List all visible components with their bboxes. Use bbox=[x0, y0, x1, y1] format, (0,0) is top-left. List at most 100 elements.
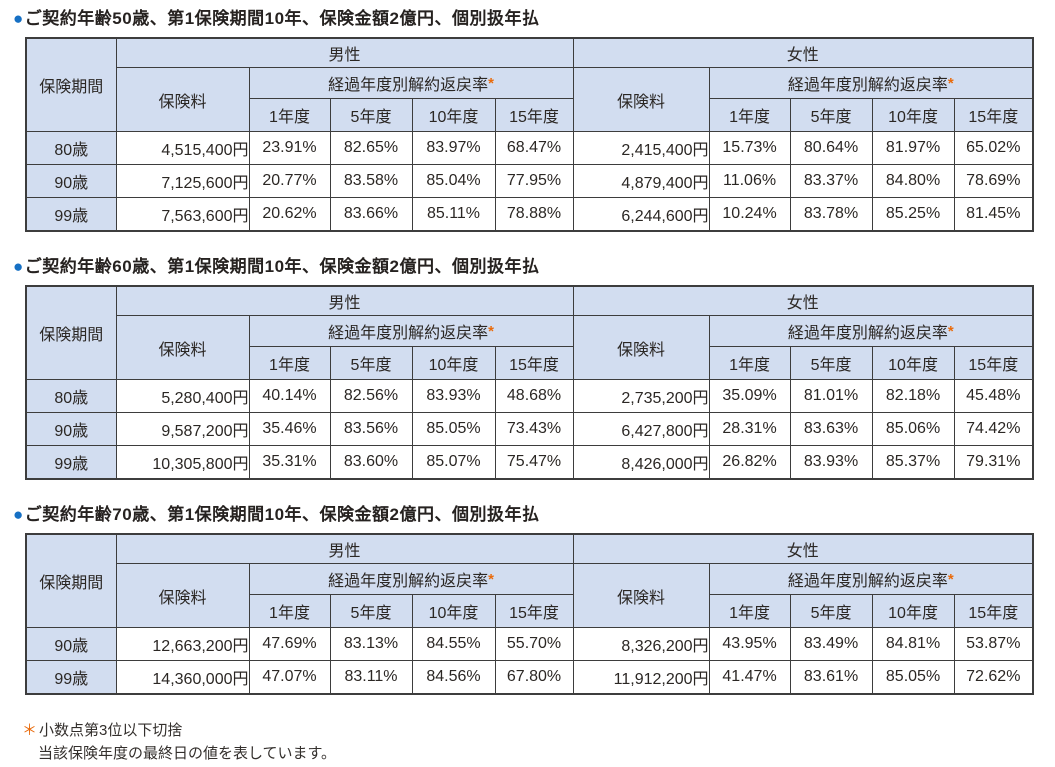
rate-cell-male-1: 83.56% bbox=[329, 412, 413, 446]
surrender-rate-label: 経過年度別解約返戻率 bbox=[787, 573, 948, 590]
year-header-female-10: 10年度 bbox=[871, 594, 955, 628]
rate-cell-female-2: 85.05% bbox=[871, 660, 955, 695]
section-title-text: ご契約年齢70歳、第1保険期間10年、保険金額2億円、個別扱年払 bbox=[24, 505, 540, 524]
bullet-icon: ● bbox=[13, 9, 24, 28]
premium-header-male: 保険料 bbox=[115, 563, 250, 628]
rate-cell-male-1: 83.13% bbox=[329, 627, 413, 661]
premium-header-female: 保険料 bbox=[572, 315, 710, 380]
male-header: 男性 bbox=[115, 533, 574, 564]
year-header-male-5: 5年度 bbox=[329, 594, 413, 628]
bullet-icon: ● bbox=[13, 257, 24, 276]
rate-cell-female-0: 43.95% bbox=[708, 627, 791, 661]
rate-cell-male-2: 83.97% bbox=[411, 131, 496, 165]
period-header: 保険期間 bbox=[25, 285, 117, 380]
rate-cell-male-0: 47.07% bbox=[248, 660, 331, 695]
surrender-rate-header-female: 経過年度別解約返戻率* bbox=[708, 67, 1034, 99]
male-header: 男性 bbox=[115, 37, 574, 68]
surrender-rate-header-male: 経過年度別解約返戻率* bbox=[248, 563, 574, 595]
rate-cell-male-3: 55.70% bbox=[494, 627, 574, 661]
rate-cell-male-2: 85.11% bbox=[411, 197, 496, 232]
rate-cell-male-0: 20.77% bbox=[248, 164, 331, 198]
rate-cell-male-2: 85.07% bbox=[411, 445, 496, 480]
rate-cell-male-2: 84.56% bbox=[411, 660, 496, 695]
rate-cell-female-1: 83.61% bbox=[789, 660, 873, 695]
rate-table-age-50: 保険期間 男性 女性 保険料 経過年度別解約返戻率* 保険料 経過年度別解約返戻… bbox=[25, 37, 1035, 232]
table-row: 80歳 4,515,400円 23.91% 82.65% 83.97% 68.47% 2,4… bbox=[25, 131, 1034, 165]
premium-cell-female: 11,912,200円 bbox=[572, 660, 710, 695]
rate-cell-female-3: 72.62% bbox=[953, 660, 1034, 695]
section-age-50: ● ご契約年齢50歳、第1保険期間10年、保険金額2億円、個別扱年払 保険期間 … bbox=[0, 8, 1055, 232]
rate-cell-female-3: 78.69% bbox=[953, 164, 1034, 198]
section-title: ● ご契約年齢70歳、第1保険期間10年、保険金額2億円、個別扱年払 bbox=[13, 504, 1055, 526]
footnote-text-1: 小数点第3位以下切捨 bbox=[39, 722, 183, 739]
surrender-rate-header-male: 経過年度別解約返戻率* bbox=[248, 315, 574, 347]
premium-cell-male: 12,663,200円 bbox=[115, 627, 250, 661]
rate-cell-male-1: 82.65% bbox=[329, 131, 413, 165]
rate-cell-female-0: 41.47% bbox=[708, 660, 791, 695]
year-header-female-1: 1年度 bbox=[708, 594, 791, 628]
section-title: ● ご契約年齢60歳、第1保険期間10年、保険金額2億円、個別扱年払 bbox=[13, 256, 1055, 278]
asterisk-mark: * bbox=[488, 323, 494, 340]
rate-cell-male-0: 40.14% bbox=[248, 379, 331, 413]
rate-cell-male-0: 35.46% bbox=[248, 412, 331, 446]
section-title: ● ご契約年齢50歳、第1保険期間10年、保険金額2億円、個別扱年払 bbox=[13, 8, 1055, 30]
asterisk-mark: * bbox=[947, 571, 954, 588]
premium-header-male: 保険料 bbox=[115, 315, 250, 380]
table-row: 99歳 14,360,000円 47.07% 83.11% 84.56% 67.80% 11… bbox=[25, 660, 1034, 695]
period-cell: 99歳 bbox=[25, 445, 117, 480]
female-header: 女性 bbox=[572, 285, 1034, 316]
rate-cell-male-2: 84.55% bbox=[411, 627, 496, 661]
year-header-male-10: 10年度 bbox=[411, 346, 496, 380]
rate-cell-female-3: 53.87% bbox=[953, 627, 1034, 661]
premium-cell-male: 10,305,800円 bbox=[115, 445, 250, 480]
table-row: 90歳 7,125,600円 20.77% 83.58% 85.04% 77.95% 4,8… bbox=[25, 164, 1034, 198]
rate-cell-male-2: 85.05% bbox=[411, 412, 496, 446]
rate-cell-female-1: 83.93% bbox=[789, 445, 873, 480]
year-header-male-5: 5年度 bbox=[329, 98, 413, 132]
rate-cell-male-0: 35.31% bbox=[248, 445, 331, 480]
rate-cell-male-0: 47.69% bbox=[248, 627, 331, 661]
premium-cell-male: 14,360,000円 bbox=[115, 660, 250, 695]
premium-cell-female: 4,879,400円 bbox=[572, 164, 710, 198]
rate-cell-female-2: 85.25% bbox=[871, 197, 955, 232]
year-header-female-1: 1年度 bbox=[708, 98, 791, 132]
period-cell: 99歳 bbox=[25, 197, 117, 232]
rate-cell-female-2: 82.18% bbox=[871, 379, 955, 413]
year-header-female-5: 5年度 bbox=[789, 98, 873, 132]
table-row: 90歳 12,663,200円 47.69% 83.13% 84.55% 55.70% 8,… bbox=[25, 627, 1034, 661]
rate-cell-female-1: 81.01% bbox=[789, 379, 873, 413]
rate-cell-male-3: 68.47% bbox=[494, 131, 574, 165]
rate-cell-male-3: 78.88% bbox=[494, 197, 574, 232]
rate-cell-male-1: 83.11% bbox=[329, 660, 413, 695]
surrender-rate-label: 経過年度別解約返戻率 bbox=[328, 325, 489, 342]
section-age-70: ● ご契約年齢70歳、第1保険期間10年、保険金額2億円、個別扱年払 保険期間 … bbox=[0, 504, 1055, 695]
rate-cell-female-1: 83.63% bbox=[789, 412, 873, 446]
year-header-male-15: 15年度 bbox=[494, 594, 574, 628]
year-header-female-10: 10年度 bbox=[871, 346, 955, 380]
female-header: 女性 bbox=[572, 37, 1034, 68]
table-row: 90歳 9,587,200円 35.46% 83.56% 85.05% 73.43% 6,4… bbox=[25, 412, 1034, 446]
surrender-rate-header-female: 経過年度別解約返戻率* bbox=[708, 315, 1034, 347]
premium-cell-male: 7,125,600円 bbox=[115, 164, 250, 198]
section-title-text: ご契約年齢50歳、第1保険期間10年、保険金額2億円、個別扱年払 bbox=[24, 9, 540, 28]
rate-cell-male-3: 48.68% bbox=[494, 379, 574, 413]
rate-cell-male-1: 83.60% bbox=[329, 445, 413, 480]
rate-cell-male-3: 73.43% bbox=[494, 412, 574, 446]
rate-cell-female-2: 85.06% bbox=[871, 412, 955, 446]
year-header-male-15: 15年度 bbox=[494, 346, 574, 380]
table-row: 80歳 5,280,400円 40.14% 82.56% 83.93% 48.68% 2,7… bbox=[25, 379, 1034, 413]
table-row: 99歳 7,563,600円 20.62% 83.66% 85.11% 78.88% 6,2… bbox=[25, 197, 1034, 232]
period-cell: 80歳 bbox=[25, 379, 117, 413]
rate-cell-female-3: 74.42% bbox=[953, 412, 1034, 446]
rate-cell-female-1: 83.78% bbox=[789, 197, 873, 232]
year-header-female-15: 15年度 bbox=[953, 98, 1034, 132]
female-header: 女性 bbox=[572, 533, 1034, 564]
section-title-text: ご契約年齢60歳、第1保険期間10年、保険金額2億円、個別扱年払 bbox=[24, 257, 540, 276]
rate-cell-male-3: 77.95% bbox=[494, 164, 574, 198]
rate-cell-male-1: 83.66% bbox=[329, 197, 413, 232]
premium-cell-female: 6,244,600円 bbox=[572, 197, 710, 232]
asterisk-mark: ＊ bbox=[22, 722, 38, 739]
rate-cell-female-2: 84.80% bbox=[871, 164, 955, 198]
footnote-line-1: ＊小数点第3位以下切捨 bbox=[22, 719, 1055, 742]
